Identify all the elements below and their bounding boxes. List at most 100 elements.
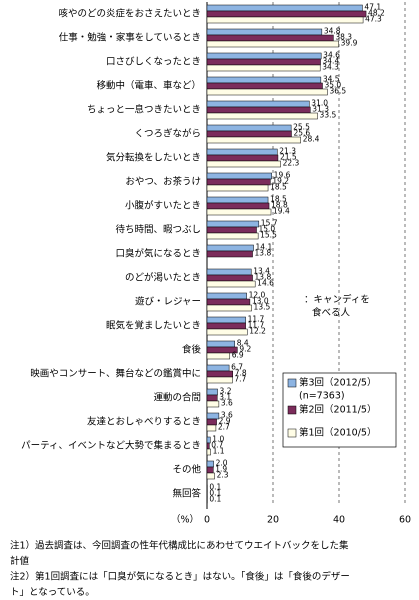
bar — [206, 472, 215, 480]
category-label: 口臭が気になるとき — [115, 248, 201, 260]
value-label: 11.7 — [248, 315, 265, 324]
value-label: 35.0 — [325, 81, 342, 90]
bar — [206, 292, 247, 300]
value-label: 13.0 — [252, 297, 269, 306]
value-label: 13.5 — [254, 303, 271, 312]
value-label: 25.6 — [293, 129, 310, 138]
bar — [206, 316, 246, 324]
value-label: 14.6 — [257, 279, 274, 288]
value-label: 3.2 — [220, 387, 232, 396]
value-label: 33.5 — [320, 111, 337, 120]
bar — [206, 88, 328, 96]
value-label: 47.3 — [365, 15, 382, 24]
value-label: 34.3 — [322, 63, 339, 72]
bar — [206, 394, 218, 402]
category-label: その他 — [172, 464, 201, 476]
bar — [206, 328, 248, 336]
value-label: 39.9 — [341, 39, 358, 48]
value-label: 7.8 — [235, 369, 247, 378]
legend-note: (n=7363) — [299, 391, 345, 402]
value-label: 21.5 — [280, 153, 297, 162]
bar — [206, 64, 321, 72]
category-label: 仕事・勉強・家事をしているとき — [59, 32, 201, 44]
category-label: パーティ、イベントなど大勢で集まるとき — [21, 440, 201, 452]
value-label: 3.1 — [219, 393, 231, 402]
bar — [206, 232, 259, 240]
category-label: 気分転換をしたいとき — [106, 152, 201, 164]
legend-swatch — [287, 428, 297, 438]
value-label: 34.8 — [324, 27, 341, 36]
x-tick-label: 40 — [333, 515, 345, 526]
note: 計値 — [10, 555, 30, 567]
value-label: 0.7 — [211, 441, 223, 450]
annotation: ：キャンディを — [304, 294, 370, 306]
bar — [206, 196, 269, 204]
bar — [206, 274, 253, 282]
value-label: 8.4 — [237, 339, 249, 348]
value-label: 13.4 — [253, 267, 270, 276]
value-label: 14.1 — [256, 243, 273, 252]
category-label: 待ち時間、暇つぶし — [115, 224, 201, 236]
value-label: 12.2 — [249, 327, 266, 336]
bar — [206, 112, 318, 120]
value-label: 1.1 — [213, 447, 225, 456]
value-label: 3.6 — [221, 411, 233, 420]
value-label: 19.4 — [273, 207, 290, 216]
bar — [206, 280, 256, 288]
category-label: 無回答 — [172, 488, 201, 500]
x-unit: （%） — [171, 514, 199, 526]
bar — [206, 124, 292, 132]
value-label: 0.1 — [209, 489, 221, 498]
bar — [206, 436, 211, 444]
value-label: 48.2 — [368, 9, 385, 18]
value-label: 19.2 — [272, 177, 289, 186]
bar — [206, 352, 231, 360]
category-label: 小腹がすいたとき — [125, 200, 201, 212]
bar — [206, 304, 252, 312]
bar — [206, 154, 279, 162]
legend-label: 第1回（2010/5） — [299, 427, 376, 439]
x-tick-label: 0 — [204, 515, 210, 526]
category-label: 映画やコンサート、舞台などの鑑賞中に — [30, 368, 201, 380]
category-label: 食後 — [182, 344, 202, 356]
bar — [206, 184, 269, 192]
value-label: 47.1 — [364, 3, 381, 12]
category-label: 眠気を覚ましたいとき — [106, 320, 201, 332]
bar — [206, 400, 220, 408]
bar — [206, 160, 281, 168]
bar — [206, 220, 260, 228]
value-label: 36.5 — [329, 87, 346, 96]
value-label: 13.8 — [255, 273, 272, 282]
bar — [206, 82, 323, 90]
bar — [206, 364, 230, 372]
bar — [206, 340, 235, 348]
value-label: 2.3 — [217, 471, 229, 480]
value-label: 15.5 — [260, 231, 277, 240]
category-label: 遊び・レジャー — [135, 296, 201, 308]
value-label: 21.3 — [279, 147, 296, 156]
value-label: 1.0 — [212, 435, 224, 444]
value-label: 12.0 — [249, 291, 266, 300]
value-label: 6.7 — [231, 363, 243, 372]
bar — [206, 250, 253, 258]
category-label: のどが渇いたとき — [125, 272, 201, 284]
value-label: 34.5 — [323, 75, 340, 84]
bar — [206, 136, 301, 144]
bar — [206, 208, 272, 216]
bar — [206, 202, 270, 210]
bar — [206, 16, 364, 24]
value-label: 34.4 — [323, 57, 340, 66]
value-label: 18.5 — [270, 195, 287, 204]
note: 注1）過去調査は、今回調査の性年代構成比にあわせてウエイトバックをした集 — [10, 540, 349, 552]
value-label: 7.7 — [234, 375, 246, 384]
value-label: 22.3 — [283, 159, 300, 168]
value-label: 25.5 — [293, 123, 310, 132]
value-label: 2.0 — [216, 459, 228, 468]
bar — [206, 424, 217, 432]
value-label: 15.0 — [259, 225, 276, 234]
value-label: 18.8 — [271, 201, 288, 210]
bar — [206, 106, 311, 114]
bar — [206, 442, 210, 450]
bar — [206, 298, 251, 306]
